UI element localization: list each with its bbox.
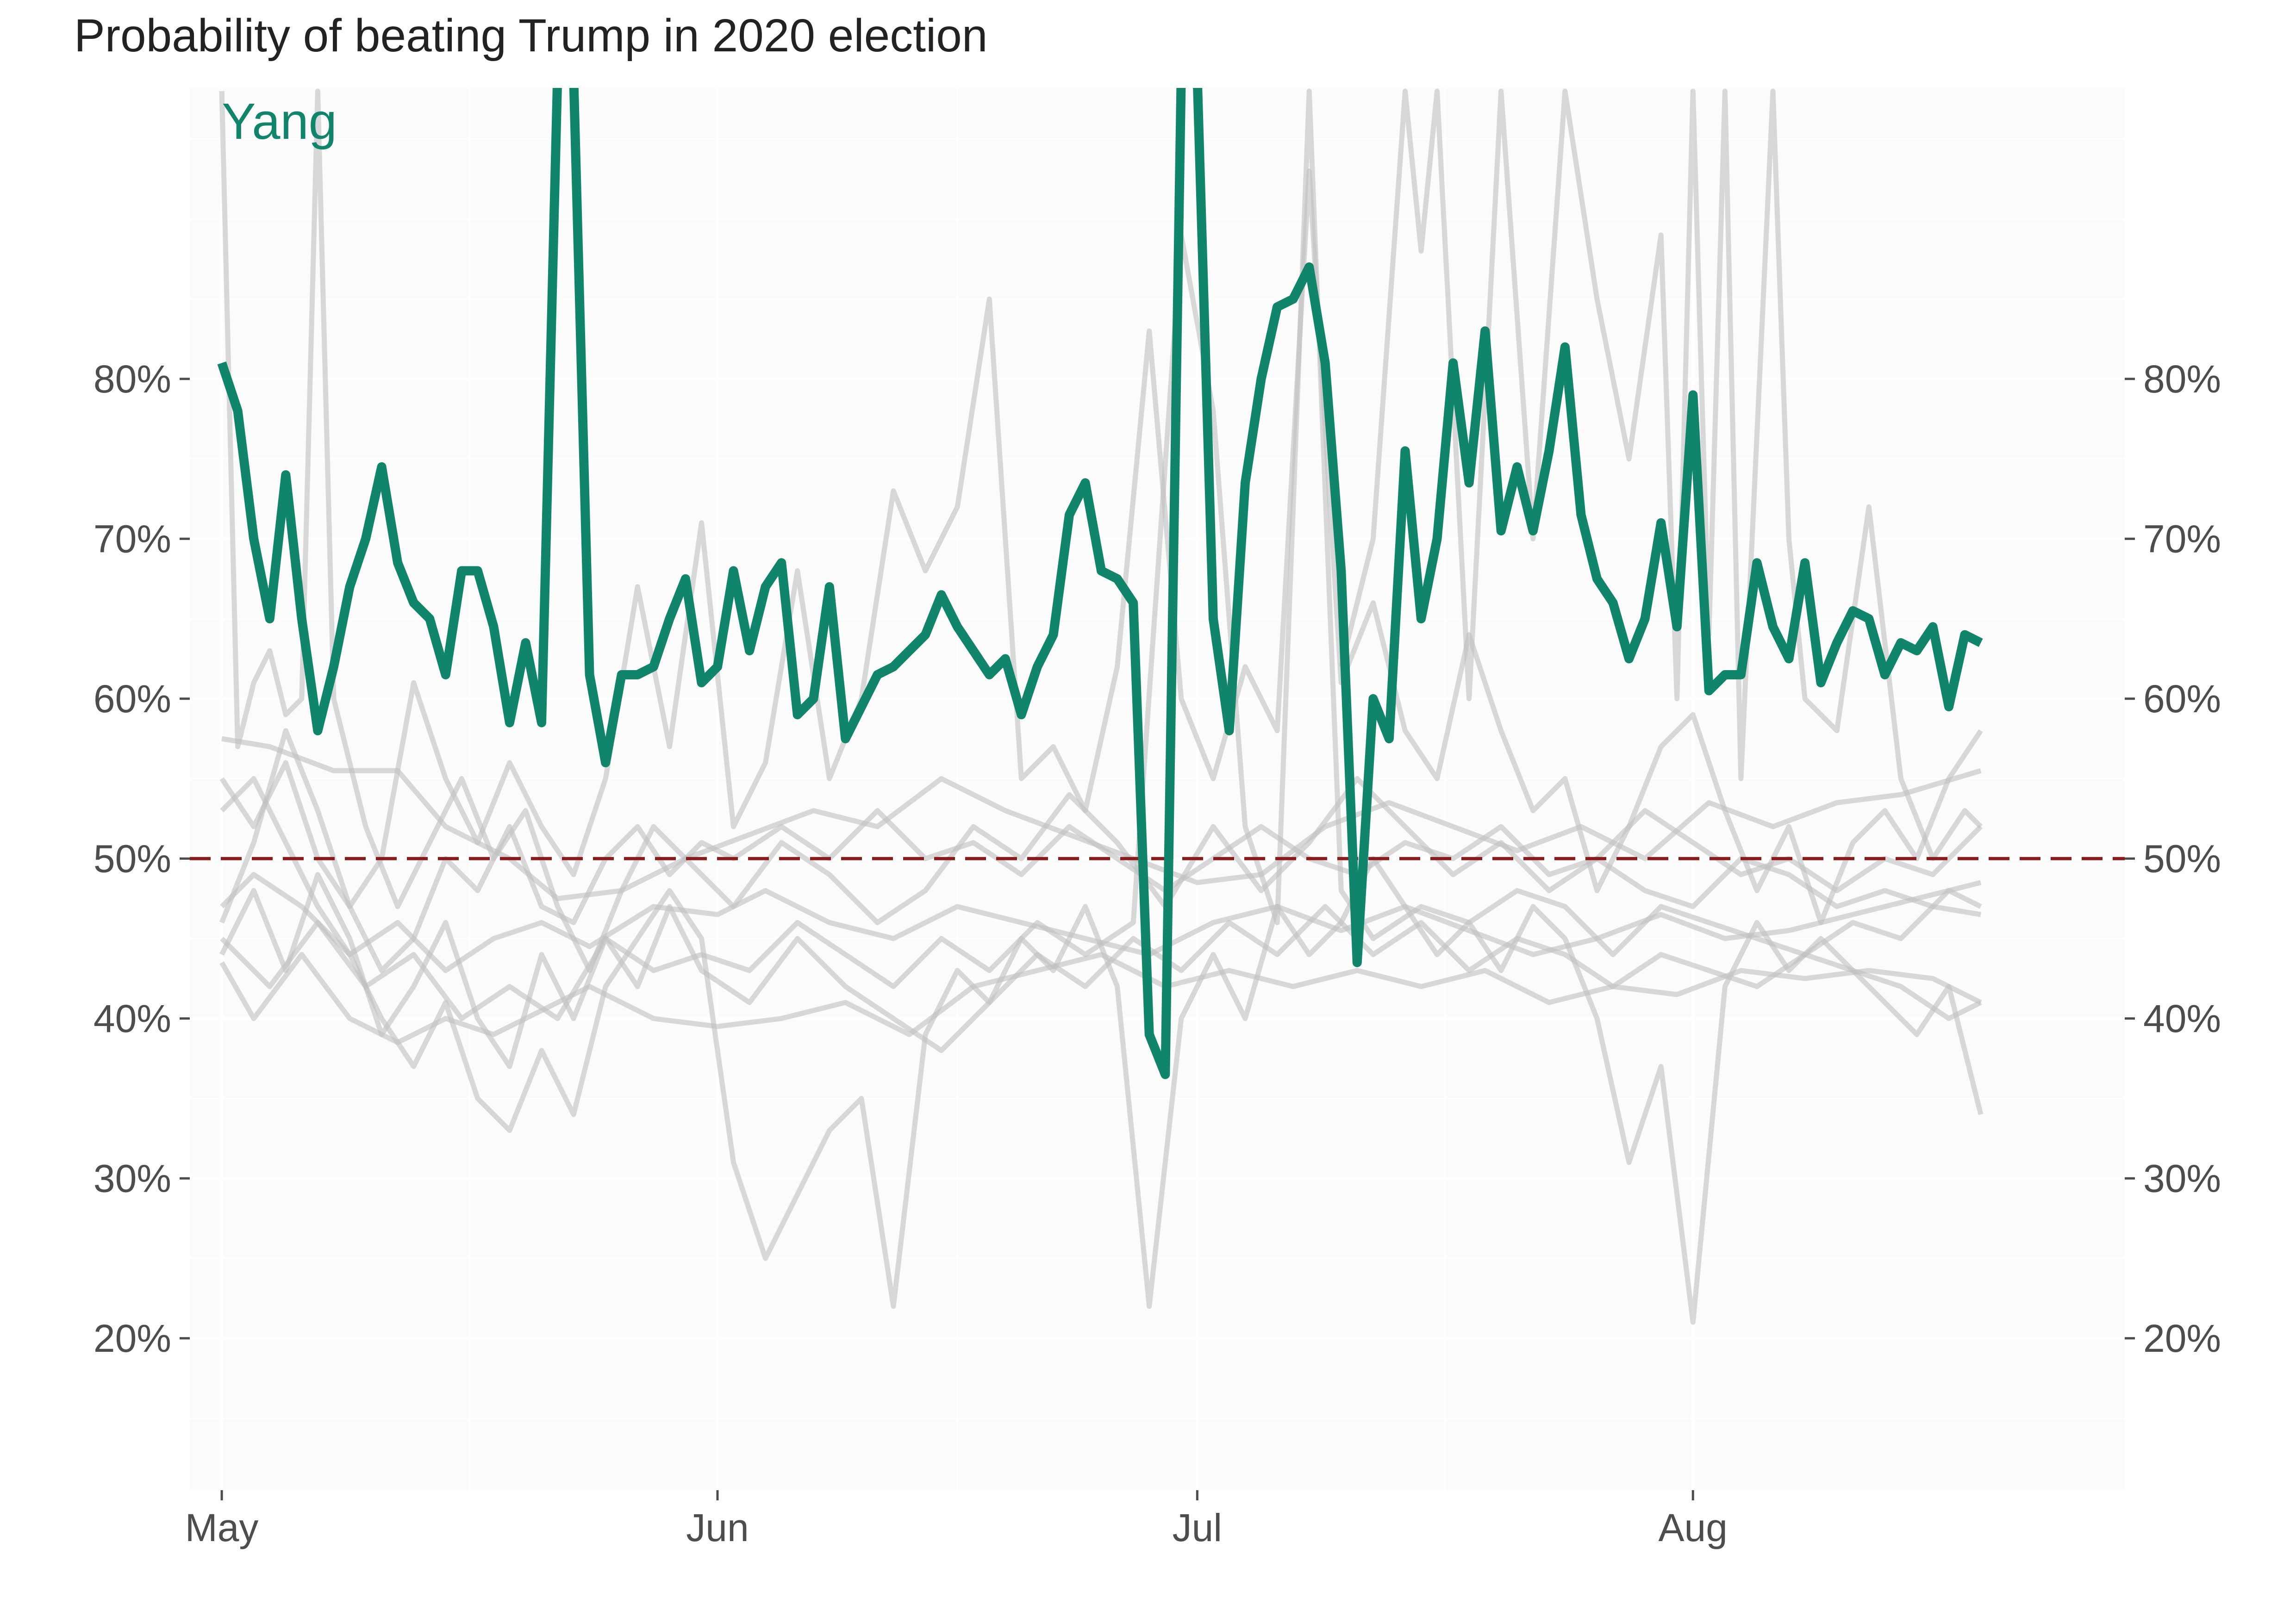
y-tick-label-right: 30% bbox=[2143, 1157, 2221, 1200]
x-tick-label: Jun bbox=[686, 1506, 749, 1549]
chart-title: Probability of beating Trump in 2020 ele… bbox=[74, 10, 988, 62]
x-tick-label: Aug bbox=[1659, 1506, 1728, 1549]
background-series-line bbox=[219, 168, 1983, 925]
y-tick-label-left: 30% bbox=[94, 1157, 171, 1200]
series-label-layer: Yang bbox=[222, 93, 337, 150]
y-tick-label-right: 40% bbox=[2143, 997, 2221, 1040]
y-tick-label-left: 50% bbox=[94, 837, 171, 880]
highlight-series-layer bbox=[217, 88, 1983, 1079]
background-series-line bbox=[1338, 88, 1983, 861]
background-series-line bbox=[219, 952, 1982, 1045]
highlight-series-line bbox=[217, 88, 1983, 1079]
y-tick-label-left: 20% bbox=[94, 1317, 171, 1360]
y-tick-label-left: 40% bbox=[94, 997, 171, 1040]
background-series-line bbox=[219, 88, 1983, 973]
background-series-line bbox=[220, 88, 1982, 1021]
highlight-series-label: Yang bbox=[222, 93, 337, 150]
y-tick-label-left: 60% bbox=[94, 677, 171, 721]
y-tick-label-right: 80% bbox=[2143, 357, 2221, 401]
x-tick-label: Jul bbox=[1173, 1506, 1222, 1549]
plot-panel bbox=[190, 88, 2125, 1490]
y-tick-label-right: 50% bbox=[2143, 837, 2221, 880]
background-series-line bbox=[220, 872, 1982, 973]
x-tick-label: May bbox=[185, 1506, 259, 1549]
axis-layer: 20% 20% 30% 30% 40% 40% 50% 50% 60% 60% 70% 70% 80% 8… bbox=[94, 357, 2221, 1549]
y-tick-label-left: 80% bbox=[94, 357, 171, 401]
y-tick-label-right: 20% bbox=[2143, 1317, 2221, 1360]
y-tick-label-right: 60% bbox=[2143, 677, 2221, 721]
y-tick-label-left: 70% bbox=[94, 517, 171, 560]
y-tick-label-right: 70% bbox=[2143, 517, 2221, 560]
